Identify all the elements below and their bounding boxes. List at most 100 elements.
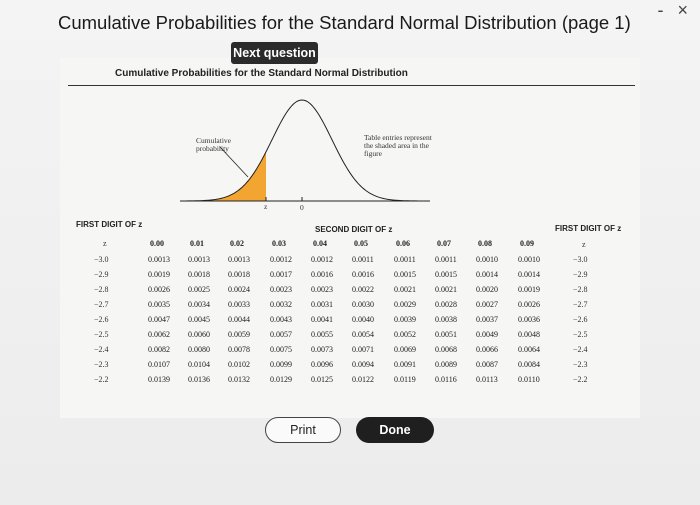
table-cell: 0.0049 [476, 330, 498, 339]
table-cell: 0.0028 [435, 300, 457, 309]
table-cell: 0.0010 [518, 255, 540, 264]
table-cell: 0.0020 [476, 285, 498, 294]
table-cell: 0.0125 [311, 375, 333, 384]
row-z-left: −2.2 [94, 375, 109, 384]
table-cell: 0.0094 [352, 360, 374, 369]
table-cell: 0.0038 [435, 315, 457, 324]
normal-curve-line [179, 99, 431, 202]
row-z-right: −2.9 [573, 270, 588, 279]
table-cell: 0.0096 [311, 360, 333, 369]
row-z-left: −2.9 [94, 270, 109, 279]
table-cell: 0.0021 [394, 285, 416, 294]
table-cell: 0.0016 [311, 270, 333, 279]
minimize-icon[interactable]: - [657, 0, 664, 20]
table-cell: 0.0015 [394, 270, 416, 279]
shaded-area [180, 151, 266, 201]
table-cell: 0.0027 [476, 300, 498, 309]
table-cell: 0.0032 [270, 300, 292, 309]
table-cell: 0.0119 [394, 375, 416, 384]
z-axis-label: z [264, 202, 268, 211]
table-cell: 0.0139 [148, 375, 170, 384]
table-cell: 0.0033 [228, 300, 250, 309]
row-z-left: −2.8 [94, 285, 109, 294]
table-cell: 0.0047 [148, 315, 170, 324]
table-cell: 0.0102 [228, 360, 250, 369]
row-z-left: −2.3 [94, 360, 109, 369]
table-cell: 0.0084 [518, 360, 540, 369]
row-z-left: −2.4 [94, 345, 109, 354]
table-cell: 0.0099 [270, 360, 292, 369]
table-cell: 0.0010 [476, 255, 498, 264]
table-sheet [60, 58, 640, 418]
table-cell: 0.0132 [228, 375, 250, 384]
table-cell: 0.0045 [188, 315, 210, 324]
table-cell: 0.0036 [518, 315, 540, 324]
column-header: 0.06 [396, 239, 410, 248]
table-cell: 0.0011 [394, 255, 416, 264]
row-z-right: −2.5 [573, 330, 588, 339]
table-cell: 0.0019 [148, 270, 170, 279]
table-cell: 0.0059 [228, 330, 250, 339]
table-cell: 0.0012 [270, 255, 292, 264]
table-cell: 0.0016 [352, 270, 374, 279]
table-cell: 0.0110 [518, 375, 540, 384]
table-entries-note: Table entries represent the shaded area … [364, 133, 432, 158]
table-cell: 0.0041 [311, 315, 333, 324]
table-cell: 0.0069 [394, 345, 416, 354]
table-cell: 0.0023 [270, 285, 292, 294]
table-cell: 0.0025 [188, 285, 210, 294]
table-cell: 0.0026 [148, 285, 170, 294]
table-cell: 0.0104 [188, 360, 210, 369]
row-z-left: −2.7 [94, 300, 109, 309]
row-z-right: −2.3 [573, 360, 588, 369]
table-cell: 0.0035 [148, 300, 170, 309]
cumulative-probability-label: Cumulative probability [196, 136, 231, 153]
table-cell: 0.0136 [188, 375, 210, 384]
table-cell: 0.0039 [394, 315, 416, 324]
zero-axis-label: 0 [300, 203, 304, 212]
row-z-left: −2.6 [94, 315, 109, 324]
table-cell: 0.0129 [270, 375, 292, 384]
row-z-left: −2.5 [94, 330, 109, 339]
column-header: 0.09 [520, 239, 534, 248]
table-cell: 0.0066 [476, 345, 498, 354]
table-cell: 0.0051 [435, 330, 457, 339]
z-col-header-left: z [103, 239, 107, 248]
table-cell: 0.0113 [476, 375, 498, 384]
column-header: 0.05 [354, 239, 368, 248]
table-cell: 0.0011 [435, 255, 457, 264]
table-cell: 0.0014 [476, 270, 498, 279]
table-cell: 0.0022 [352, 285, 374, 294]
column-header: 0.07 [437, 239, 451, 248]
table-cell: 0.0021 [435, 285, 457, 294]
table-cell: 0.0071 [352, 345, 374, 354]
table-title: Cumulative Probabilities for the Standar… [115, 68, 408, 79]
table-cell: 0.0044 [228, 315, 250, 324]
window-controls: - × [657, 0, 688, 21]
z-col-header-right: z [582, 240, 586, 249]
table-cell: 0.0024 [228, 285, 250, 294]
table-cell: 0.0055 [311, 330, 333, 339]
row-z-right: −2.2 [573, 375, 588, 384]
print-button[interactable]: Print [265, 417, 341, 443]
close-icon[interactable]: × [677, 0, 688, 20]
table-cell: 0.0019 [518, 285, 540, 294]
next-question-button[interactable]: Next question [231, 42, 318, 64]
window-title: Cumulative Probabilities for the Standar… [58, 12, 631, 33]
table-cell: 0.0013 [228, 255, 250, 264]
row-z-right: −2.4 [573, 345, 588, 354]
table-cell: 0.0052 [394, 330, 416, 339]
table-cell: 0.0031 [311, 300, 333, 309]
table-cell: 0.0091 [394, 360, 416, 369]
table-cell: 0.0011 [352, 255, 374, 264]
done-button[interactable]: Done [356, 417, 434, 443]
column-header: 0.03 [272, 239, 286, 248]
table-cell: 0.0122 [352, 375, 374, 384]
table-cell: 0.0107 [148, 360, 170, 369]
table-cell: 0.0026 [518, 300, 540, 309]
table-cell: 0.0075 [270, 345, 292, 354]
row-z-right: −2.7 [573, 300, 588, 309]
column-header: 0.02 [230, 239, 244, 248]
table-cell: 0.0012 [311, 255, 333, 264]
table-cell: 0.0082 [148, 345, 170, 354]
